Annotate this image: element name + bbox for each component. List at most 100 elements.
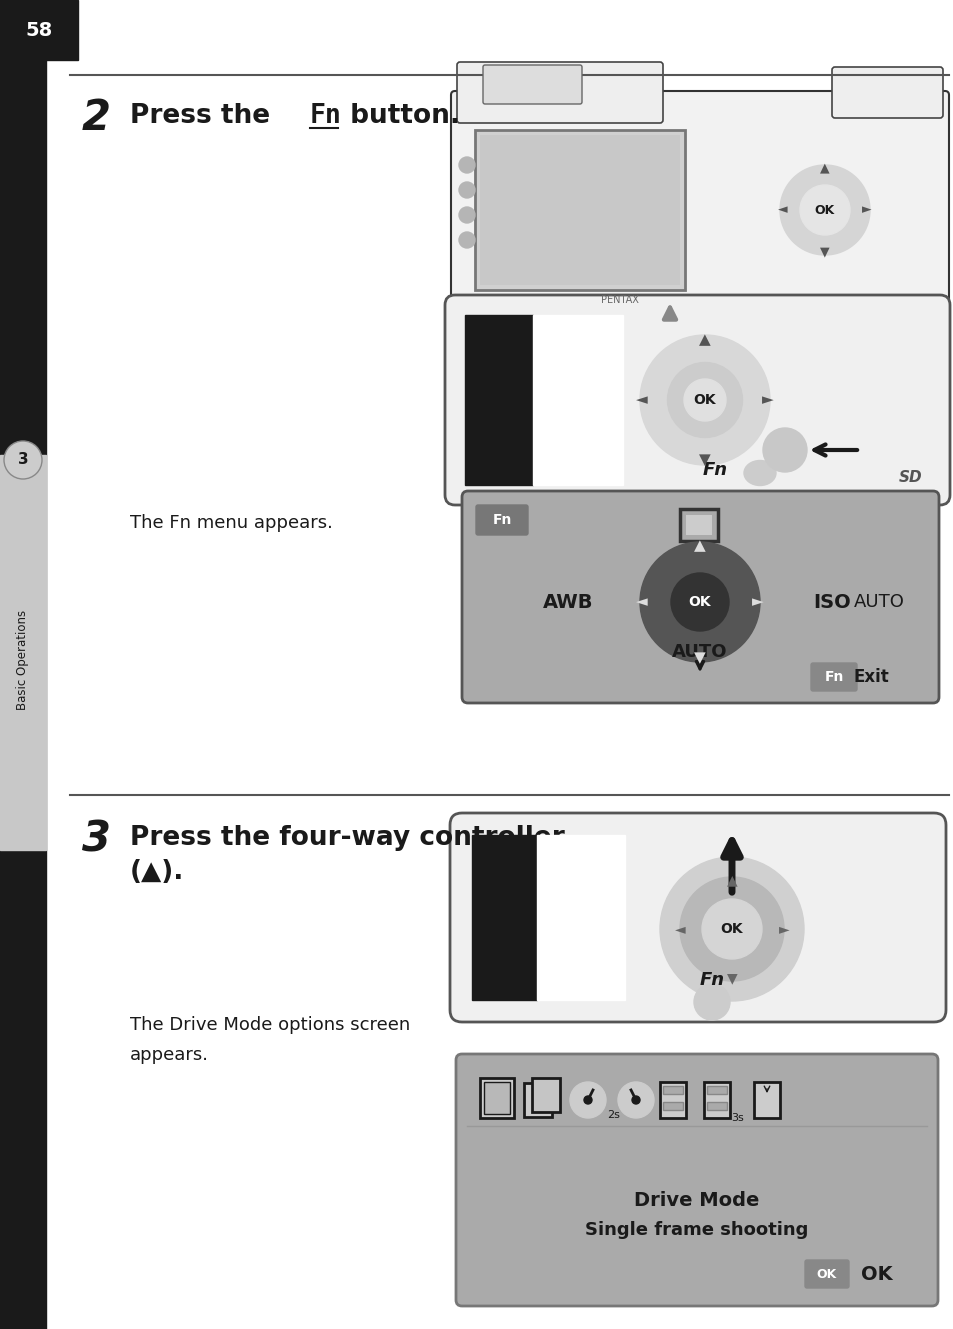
Text: ISO: ISO — [812, 593, 850, 611]
Bar — [685, 516, 711, 536]
Bar — [479, 1078, 514, 1118]
Text: ◄: ◄ — [636, 594, 647, 610]
Text: OK: OK — [688, 595, 711, 609]
Circle shape — [458, 157, 475, 173]
Ellipse shape — [800, 185, 849, 235]
Text: SD: SD — [898, 469, 921, 485]
Text: 3: 3 — [82, 819, 111, 861]
Text: OK: OK — [720, 922, 742, 936]
Ellipse shape — [659, 857, 803, 1001]
Text: Fn: Fn — [823, 670, 842, 684]
Text: ▲: ▲ — [820, 162, 829, 174]
Circle shape — [458, 207, 475, 223]
FancyBboxPatch shape — [450, 813, 945, 1022]
Bar — [475, 130, 684, 290]
Bar — [0, 0, 78, 60]
Text: AWB: AWB — [542, 593, 593, 611]
Text: 58: 58 — [26, 20, 52, 40]
Bar — [537, 835, 624, 999]
Text: AUTO: AUTO — [672, 643, 727, 661]
Text: 3s: 3s — [730, 1112, 743, 1123]
Bar — [0, 455, 46, 851]
Bar — [753, 1082, 780, 1118]
Circle shape — [569, 1082, 605, 1118]
Text: ◄: ◄ — [778, 203, 787, 217]
Text: ◄: ◄ — [674, 922, 684, 936]
Bar — [479, 136, 679, 284]
Text: Fn: Fn — [699, 971, 723, 989]
Bar — [532, 1078, 559, 1112]
Text: ▼: ▼ — [699, 452, 710, 468]
Ellipse shape — [670, 573, 728, 631]
Bar — [659, 1082, 685, 1118]
Ellipse shape — [683, 379, 725, 421]
Circle shape — [762, 428, 806, 472]
Text: 3: 3 — [18, 452, 29, 468]
Text: ▲: ▲ — [694, 538, 705, 553]
Text: OK: OK — [861, 1264, 892, 1284]
Bar — [679, 509, 718, 541]
Text: AUTO: AUTO — [853, 593, 904, 611]
FancyBboxPatch shape — [451, 90, 948, 319]
Text: Press the four-way controller: Press the four-way controller — [130, 825, 564, 851]
Ellipse shape — [679, 877, 783, 981]
Circle shape — [583, 1096, 592, 1104]
Ellipse shape — [667, 363, 741, 437]
Text: ►: ► — [761, 392, 773, 408]
FancyBboxPatch shape — [482, 65, 581, 104]
Ellipse shape — [743, 461, 775, 485]
Text: OK: OK — [814, 203, 834, 217]
Text: Fn: Fn — [701, 461, 727, 478]
Bar — [472, 835, 537, 999]
Ellipse shape — [639, 542, 760, 662]
Bar — [523, 1083, 552, 1116]
Bar — [662, 1086, 682, 1094]
Bar — [483, 1082, 510, 1114]
Text: Single frame shooting: Single frame shooting — [585, 1221, 808, 1239]
Bar — [464, 315, 533, 485]
Text: PENTAX: PENTAX — [600, 295, 639, 304]
Ellipse shape — [780, 165, 869, 255]
FancyBboxPatch shape — [461, 490, 938, 703]
Circle shape — [4, 441, 42, 478]
Text: Fn: Fn — [310, 104, 341, 129]
Text: OK: OK — [693, 393, 716, 407]
Text: Exit: Exit — [852, 668, 888, 686]
Bar — [703, 1082, 729, 1118]
Text: ►: ► — [751, 594, 763, 610]
Circle shape — [458, 233, 475, 249]
Text: Press the: Press the — [130, 104, 279, 129]
Bar — [662, 1102, 682, 1110]
Bar — [706, 1102, 726, 1110]
Text: 2s: 2s — [606, 1110, 619, 1120]
Text: The Fn menu appears.: The Fn menu appears. — [130, 514, 333, 532]
Text: ▲: ▲ — [699, 332, 710, 347]
Text: 2: 2 — [82, 97, 111, 140]
Text: ▼: ▼ — [694, 650, 705, 666]
Text: Drive Mode: Drive Mode — [634, 1191, 759, 1209]
Text: (▲).: (▲). — [130, 859, 184, 885]
FancyBboxPatch shape — [444, 295, 949, 505]
FancyBboxPatch shape — [456, 1054, 937, 1306]
FancyBboxPatch shape — [831, 66, 942, 118]
Circle shape — [618, 1082, 654, 1118]
Text: Basic Operations: Basic Operations — [16, 610, 30, 710]
Text: appears.: appears. — [130, 1046, 209, 1065]
Circle shape — [693, 983, 729, 1019]
Text: Fn: Fn — [492, 513, 511, 528]
FancyBboxPatch shape — [804, 1260, 848, 1288]
Circle shape — [458, 182, 475, 198]
Bar — [533, 315, 622, 485]
Text: ▼: ▼ — [820, 246, 829, 259]
FancyBboxPatch shape — [476, 505, 527, 536]
FancyBboxPatch shape — [456, 62, 662, 124]
Text: button.: button. — [340, 104, 459, 129]
FancyBboxPatch shape — [810, 663, 856, 691]
Text: ▼: ▼ — [726, 971, 737, 985]
Text: OK: OK — [816, 1268, 836, 1281]
Ellipse shape — [701, 898, 761, 960]
Text: ◄: ◄ — [636, 392, 647, 408]
Ellipse shape — [639, 335, 769, 465]
Bar — [706, 1086, 726, 1094]
Text: ▲: ▲ — [726, 873, 737, 886]
